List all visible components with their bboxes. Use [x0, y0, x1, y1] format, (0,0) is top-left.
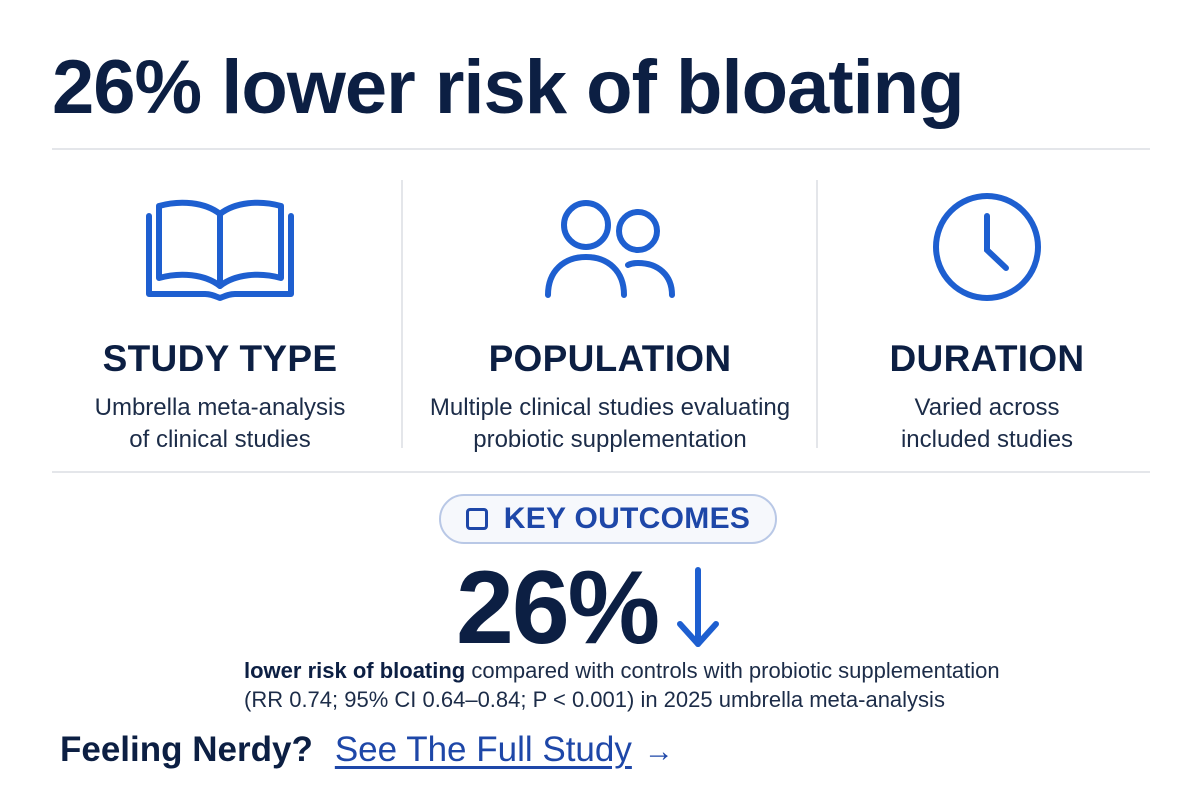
column-divider — [401, 180, 403, 448]
top-divider — [52, 148, 1150, 150]
stat-title: DURATION — [889, 338, 1085, 379]
column-divider — [816, 180, 818, 448]
checkbox-square-icon — [465, 508, 488, 530]
outcome-description: lower risk of bloating compared with con… — [244, 656, 1064, 714]
outcome-line-2: (RR 0.74; 95% CI 0.64–0.84; P < 0.001) i… — [244, 687, 945, 712]
outcome-emphasis: lower risk of bloating — [244, 658, 466, 683]
clock-icon — [797, 190, 1177, 304]
outcome-rest: compared with controls with probiotic su… — [465, 658, 1000, 683]
stat-study-type: STUDY TYPE Umbrella meta-analysis of cli… — [30, 190, 410, 456]
stat-duration: DURATION Varied across included studies — [797, 190, 1177, 456]
middle-divider — [52, 471, 1150, 473]
outcome-line-1: lower risk of bloating compared with con… — [244, 656, 1064, 685]
footer: Feeling Nerdy? See The Full Study → — [60, 730, 674, 770]
key-outcomes-badge: KEY OUTCOMES — [439, 494, 777, 544]
outcome-stat: 26% — [456, 556, 720, 660]
stat-description: Varied across included studies — [900, 394, 1074, 453]
page-headline: 26% lower risk of bloating — [52, 45, 965, 130]
stat-population: POPULATION Multiple clinical studies eva… — [420, 190, 800, 456]
feeling-nerdy-text: Feeling Nerdy? — [60, 730, 313, 769]
arrow-down-icon — [677, 567, 720, 647]
arrow-right-icon[interactable]: → — [643, 735, 674, 768]
full-study-link[interactable]: See The Full Study — [334, 730, 632, 769]
open-book-icon — [30, 190, 410, 304]
people-icon — [420, 190, 800, 304]
stat-description: Umbrella meta-analysis of clinical studi… — [94, 394, 346, 453]
stat-title: POPULATION — [488, 338, 732, 379]
stat-title: STUDY TYPE — [102, 338, 338, 379]
key-outcomes-label: KEY OUTCOMES — [503, 502, 751, 535]
stat-description: Multiple clinical studies evaluating pro… — [429, 394, 791, 453]
outcome-percent: 26% — [456, 550, 660, 666]
